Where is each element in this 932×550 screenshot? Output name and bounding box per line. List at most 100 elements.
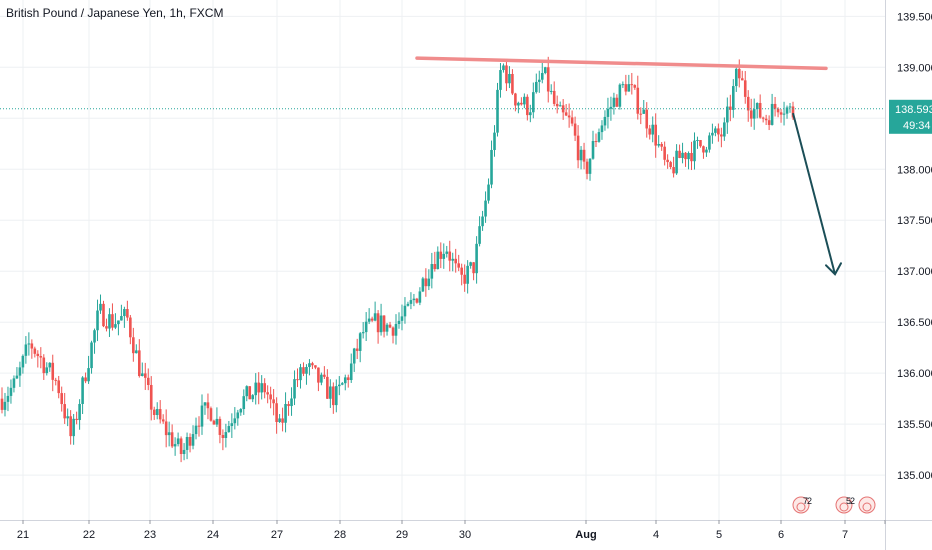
candle-body [296, 379, 299, 381]
candle-body [651, 124, 655, 135]
candle-body [699, 140, 702, 147]
countdown-label: 49:34 [903, 120, 931, 132]
candle-body [361, 332, 365, 334]
candle-body [648, 128, 652, 135]
projection-arrow[interactable] [792, 112, 836, 275]
candle-body [212, 420, 216, 425]
event-marker-inner [839, 502, 849, 512]
candle-body [349, 363, 353, 381]
candle-body [343, 377, 347, 384]
candle-body [737, 68, 741, 79]
candle-body [606, 108, 610, 117]
candle-body [81, 377, 84, 404]
candle-body [546, 67, 550, 92]
candle-body [493, 132, 496, 150]
candle-body [394, 324, 398, 336]
candle-body [332, 386, 335, 406]
candle-body [93, 330, 96, 343]
candle-body [526, 96, 529, 116]
candle-body [302, 367, 305, 374]
candle-body [323, 374, 326, 377]
candle-body [263, 383, 266, 393]
candle-body [197, 425, 201, 427]
candle-body [355, 348, 359, 351]
candle-body [415, 298, 419, 303]
candle-body [239, 409, 243, 413]
candle-body [290, 398, 293, 407]
event-marker-label: 2 [850, 496, 855, 506]
x-tick-label: 22 [83, 529, 95, 541]
candle-body [445, 251, 449, 254]
candle-body [424, 278, 428, 287]
candle-body [42, 357, 46, 374]
candle-body [370, 318, 374, 321]
x-tick-label: 23 [144, 529, 156, 541]
candle-body [123, 309, 126, 317]
candle-body [272, 399, 275, 404]
event-marker-label: 5 [846, 496, 851, 506]
candle-body [54, 379, 58, 381]
candle-body [451, 258, 455, 261]
candle-body [161, 419, 165, 422]
resistance-line[interactable] [415, 56, 828, 71]
candle-body [379, 315, 383, 333]
candle-body [478, 226, 481, 244]
x-tick-label: 30 [459, 529, 471, 541]
candle-body [534, 81, 538, 93]
candle-body [433, 264, 437, 270]
candle-body [740, 78, 744, 81]
candle-body [508, 73, 511, 84]
candle-body [612, 97, 616, 107]
projection-arrow-head [825, 262, 842, 276]
candle-body [382, 315, 386, 332]
candle-body [236, 412, 240, 419]
candle-body [72, 418, 75, 437]
candle-body [30, 343, 34, 349]
candle-body [752, 109, 756, 119]
candle-body [732, 86, 735, 110]
candle-body [9, 387, 13, 396]
candle-body [603, 116, 607, 126]
candle-body [630, 84, 634, 86]
candle-body [636, 87, 640, 114]
candle-body [167, 432, 171, 436]
candle-body [317, 367, 320, 383]
candle-body [152, 409, 156, 416]
candle-body [299, 367, 302, 381]
candle-body [287, 404, 290, 407]
candle-body [206, 402, 210, 409]
candle-body [621, 84, 625, 86]
candle-body [523, 96, 526, 105]
candle-body [615, 97, 619, 107]
candle-body [711, 132, 714, 136]
candle-body [639, 113, 643, 115]
candle-body [696, 140, 699, 142]
candle-body [21, 355, 25, 368]
candle-body [27, 343, 31, 345]
candle-body [642, 109, 646, 114]
candle-body [251, 395, 255, 400]
candle-body [102, 303, 105, 327]
candle-body [767, 120, 771, 125]
candle-body [666, 159, 669, 163]
candle-body [278, 418, 281, 423]
candle-body [194, 425, 198, 435]
candle-body [266, 392, 269, 395]
last-price-label: 138.593 [895, 104, 932, 116]
candle-body [708, 135, 711, 150]
candle-body [705, 149, 708, 153]
candle-body [684, 152, 687, 160]
candle-body [337, 384, 341, 387]
candle-body [60, 393, 63, 405]
candle-body [520, 102, 523, 105]
candle-body [281, 418, 284, 423]
candle-body [376, 313, 380, 333]
candle-body [561, 105, 565, 113]
candle-body [406, 303, 410, 306]
candle-body [770, 103, 774, 125]
candle-body [454, 258, 458, 264]
candle-body [654, 124, 657, 146]
candle-body [400, 316, 404, 321]
